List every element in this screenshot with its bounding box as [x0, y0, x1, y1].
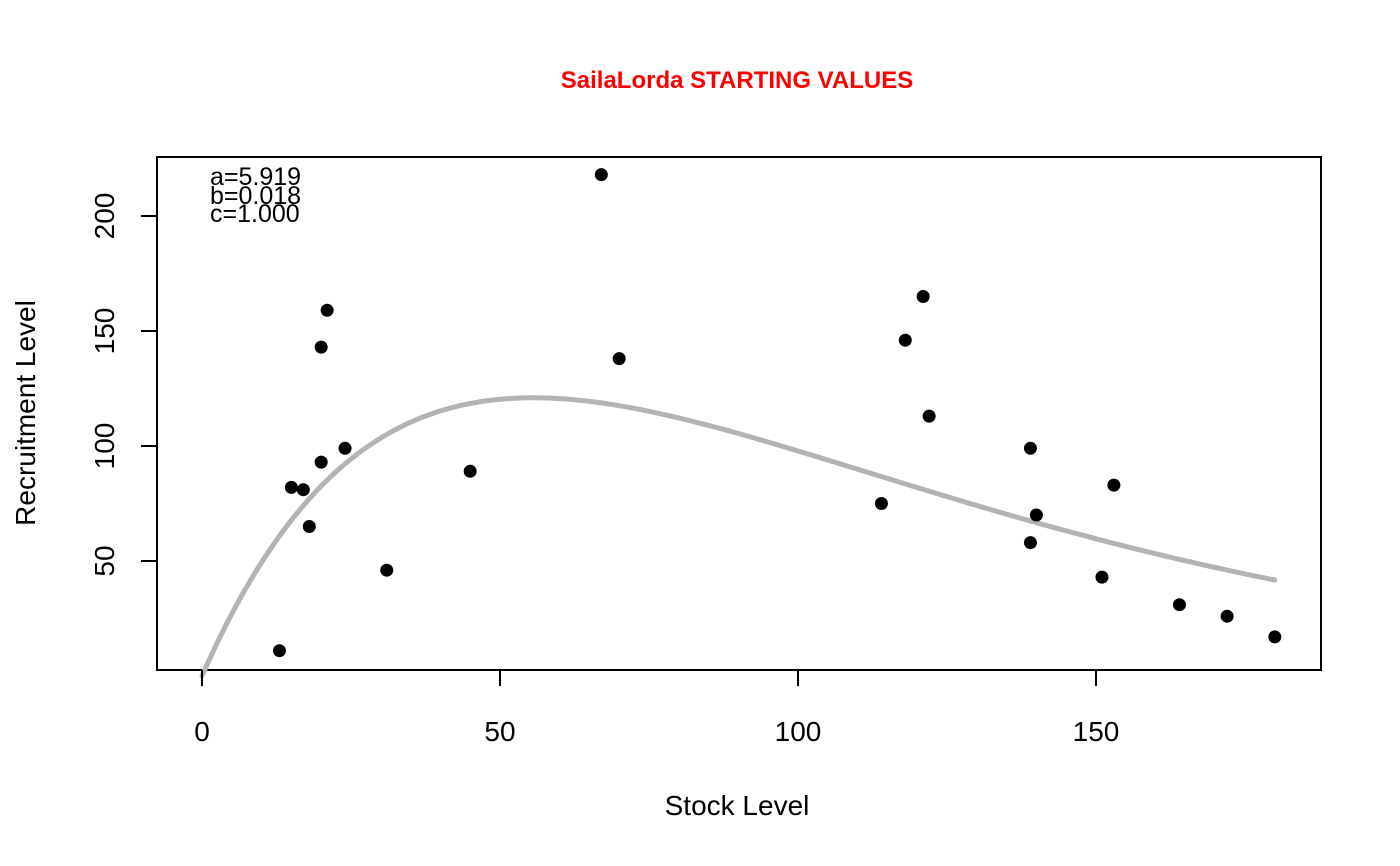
data-point-10 — [594, 168, 608, 182]
data-point-20 — [1107, 478, 1121, 492]
annotation-c: c=1.000 — [210, 200, 300, 228]
data-point-14 — [916, 290, 930, 303]
data-point-4 — [314, 340, 328, 354]
data-point-1 — [284, 480, 298, 494]
data-point-2 — [296, 483, 310, 497]
x-tick-label-2: 100 — [775, 716, 822, 747]
x-axis-label: Stock Level — [665, 790, 810, 821]
data-point-19 — [1095, 570, 1109, 584]
y-axis-label: Recruitment Level — [10, 300, 41, 526]
x-tick-label-3: 150 — [1073, 716, 1120, 747]
y-tick-label-0: 50 — [89, 545, 120, 576]
x-tick-label-1: 50 — [484, 716, 515, 747]
data-point-13 — [898, 333, 912, 347]
y-axis: 50 100 150 200 — [89, 193, 157, 577]
data-point-18 — [1029, 508, 1043, 522]
data-point-0 — [272, 644, 286, 658]
data-points — [272, 168, 1282, 658]
y-tick-label-1: 100 — [89, 423, 120, 470]
data-point-16 — [1023, 441, 1037, 455]
data-point-7 — [338, 441, 352, 455]
y-tick-label-3: 200 — [89, 193, 120, 240]
data-point-6 — [320, 303, 334, 317]
plot-frame — [156, 156, 1322, 671]
data-point-23 — [1268, 630, 1282, 644]
y-tick-label-2: 150 — [89, 308, 120, 355]
data-point-5 — [314, 455, 328, 469]
x-tick-label-0: 0 — [194, 716, 210, 747]
fitted-curve — [199, 395, 1278, 679]
data-point-11 — [612, 352, 626, 366]
data-point-12 — [874, 497, 888, 510]
x-axis: 0 50 100 150 — [194, 670, 1119, 747]
data-point-22 — [1220, 609, 1234, 623]
annotation-a: a=5.919 — [210, 163, 301, 191]
annotation-b: b=0.018 — [210, 182, 301, 210]
data-point-8 — [380, 563, 394, 577]
data-point-17 — [1023, 536, 1037, 550]
data-point-21 — [1172, 598, 1186, 612]
data-point-3 — [302, 520, 316, 533]
data-point-15 — [922, 409, 936, 423]
chart-title: SailaLorda STARTING VALUES — [561, 67, 914, 94]
data-point-9 — [463, 464, 477, 478]
